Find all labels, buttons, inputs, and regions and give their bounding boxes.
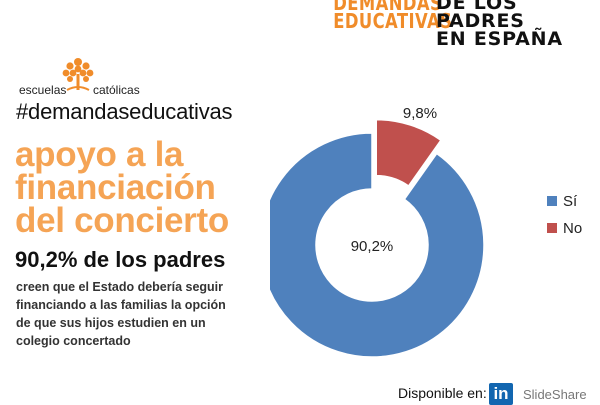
hashtag: #demandaseducativas — [16, 99, 233, 124]
header-line1-right: DE LOS PADRES — [436, 0, 525, 32]
header-line2-right: EN ESPAÑA — [436, 28, 563, 50]
slice-si — [270, 132, 485, 358]
legend-label-no: No — [563, 220, 582, 237]
headline-line: financiación — [15, 168, 216, 207]
slideshare-label[interactable]: SlideShare — [523, 387, 587, 402]
tree-icon — [62, 58, 94, 91]
header-line2-left: EDUCATIVAS — [333, 9, 453, 33]
linkedin-icon[interactable]: in — [489, 383, 513, 405]
slice-no — [375, 118, 442, 187]
headline-line: apoyo a la — [15, 135, 184, 174]
logo-text-right: católicas — [93, 83, 140, 97]
legend-swatch-no — [547, 223, 557, 233]
header-line1-left: DEMANDAS — [333, 0, 443, 15]
body-line: creen que el Estado debería seguir — [16, 280, 224, 294]
body-line: de que sus hijos estudien en un — [16, 316, 206, 330]
stat-text: 90,2% de los padres — [15, 247, 226, 272]
header-right: DE LOS PADRES EN ESPAÑA — [436, 0, 600, 50]
body-line: colegio concertado — [16, 334, 131, 348]
data-label-si: 90,2% — [351, 238, 394, 255]
headline: apoyo a la financiación del concierto — [15, 135, 275, 240]
logo-text-left: escuelas — [19, 83, 67, 97]
data-label-no: 9,8% — [403, 105, 437, 122]
body-line: financiando a las familias la opción — [16, 298, 226, 312]
legend-label-si: Sí — [563, 193, 578, 210]
headline-line: del concierto — [15, 201, 229, 240]
body-text: creen que el Estado debería seguir finan… — [16, 278, 256, 350]
donut-chart: 90,2% 9,8% Sí No — [270, 105, 582, 358]
legend-swatch-si — [547, 196, 557, 206]
available-label: Disponible en: — [398, 385, 487, 401]
header-left: DEMANDAS EDUCATIVAS — [333, 0, 453, 33]
